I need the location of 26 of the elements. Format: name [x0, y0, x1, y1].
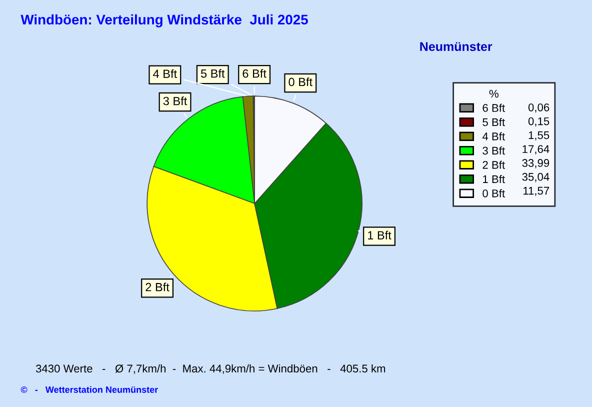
slice-label: 3 Bft [163, 96, 188, 106]
slice-label: 1 Bft [368, 230, 392, 240]
legend-label: 1 Bft [483, 174, 505, 184]
data-label: 1,55 [528, 131, 550, 140]
slice-label: 6 Bft [242, 69, 266, 78]
legend-label: 2 Bft [482, 160, 505, 169]
legend-label: 4 Bft [482, 132, 505, 140]
data-label: 35,04 [522, 172, 550, 182]
chart-subtitle: Neumünster [420, 42, 492, 51]
legend-title: % [489, 90, 498, 98]
data-label: 33,99 [522, 159, 550, 168]
slice-label: 4 Bft [153, 69, 177, 78]
data-label: 17,64 [522, 145, 550, 154]
legend-label: 5 Bft [482, 118, 505, 126]
text: © - Wetterstation Neumünster [20, 386, 158, 393]
slice-label: 0 Bft [288, 77, 312, 86]
chart-title: Windböen: Verteilung Windstärke Juli 2025 [20, 14, 308, 28]
data-label: 0,06 [528, 103, 550, 113]
text: 3430 Werte - Ø 7,7km/h - Max. 44,9km/h = Windböen - 405.5 km [36, 364, 386, 374]
legend-label: 6 Bft [482, 104, 505, 112]
legend-label: 0 Bft [482, 189, 505, 198]
data-label: 0,15 [528, 117, 550, 127]
slice-label: 5 Bft [200, 69, 225, 78]
legend-label: 3 Bft [482, 146, 505, 155]
data-label: 11,57 [523, 186, 550, 196]
slice-label: 2 Bft [146, 282, 170, 292]
